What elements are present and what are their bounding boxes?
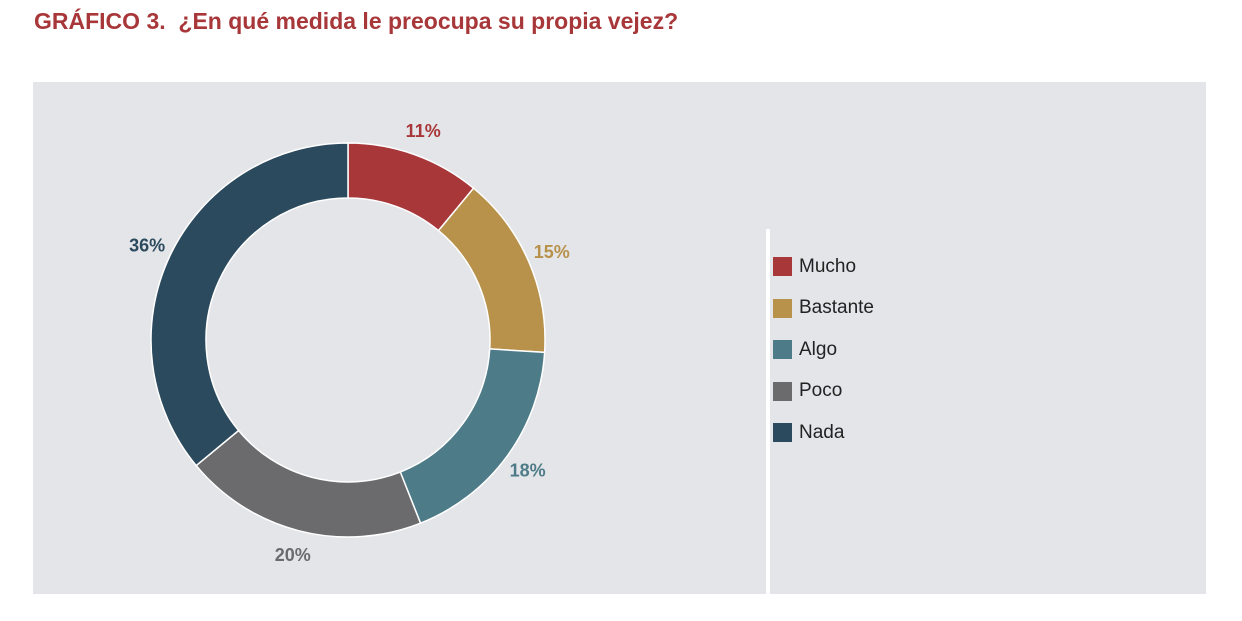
slice-algo xyxy=(399,348,546,525)
legend-swatch xyxy=(773,340,792,360)
data-label-bastante: 15% xyxy=(534,242,570,262)
data-label-poco: 20% xyxy=(275,545,311,565)
legend: Mucho Bastante Algo Poco Nada xyxy=(773,246,874,454)
legend-item-mucho: Mucho xyxy=(773,246,874,288)
legend-label: Nada xyxy=(799,421,845,443)
legend-label: Algo xyxy=(799,338,838,360)
legend-swatch xyxy=(773,298,792,318)
legend-label: Mucho xyxy=(799,255,857,277)
legend-item-algo: Algo xyxy=(773,329,874,371)
data-label-algo: 18% xyxy=(510,460,546,480)
legend-swatch xyxy=(773,423,792,443)
data-label-nada: 36% xyxy=(129,235,165,255)
divider xyxy=(766,229,770,615)
slice-nada xyxy=(150,142,349,467)
legend-swatch xyxy=(773,257,792,277)
legend-item-poco: Poco xyxy=(773,371,874,413)
chart-panel xyxy=(33,82,1206,615)
legend-item-bastante: Bastante xyxy=(773,288,874,330)
legend-label: Poco xyxy=(799,380,843,402)
legend-item-nada: Nada xyxy=(773,412,874,454)
slice-bastante xyxy=(437,187,546,354)
slice-poco xyxy=(195,429,422,538)
legend-swatch xyxy=(773,381,792,401)
data-label-mucho: 11% xyxy=(406,121,441,141)
legend-label: Bastante xyxy=(799,297,874,319)
chart-title: GRÁFICO 3. ¿En qué medida le preocupa su… xyxy=(34,8,679,34)
